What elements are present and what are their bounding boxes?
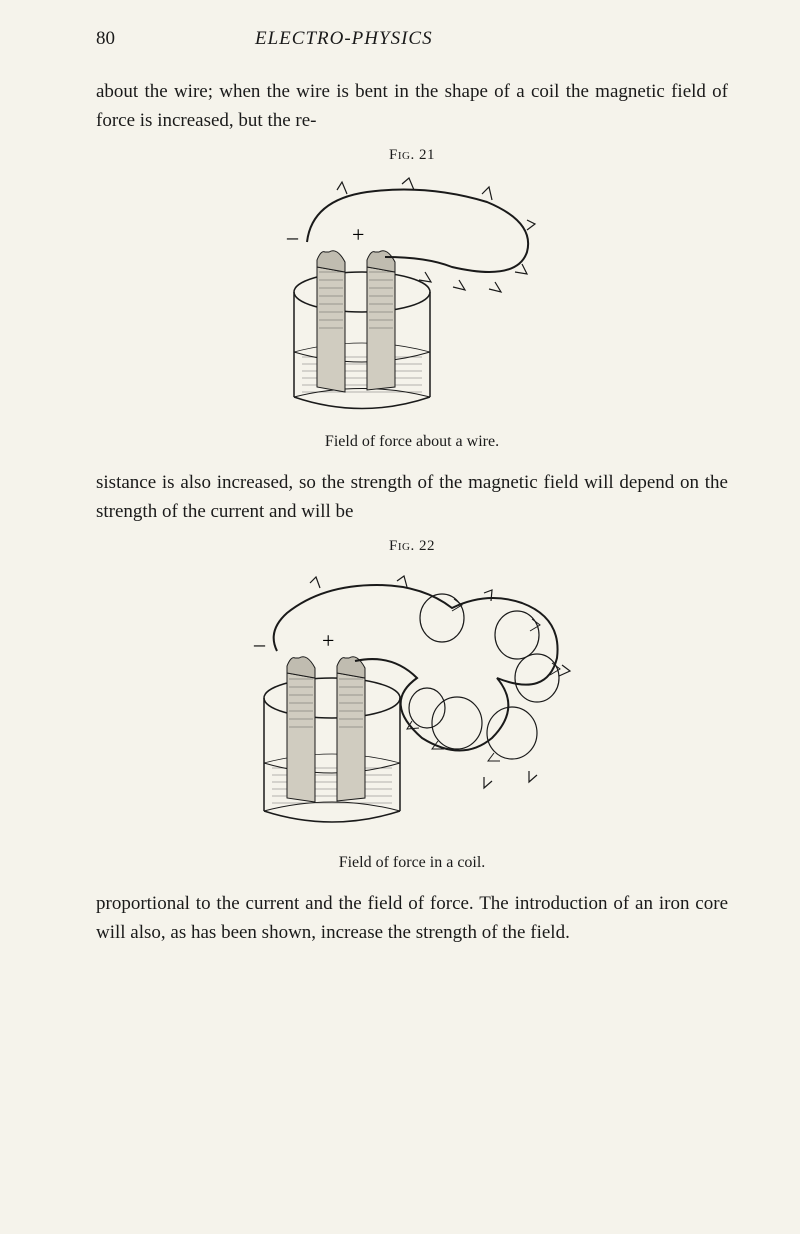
figure-21-container: – +: [96, 172, 728, 427]
svg-text:–: –: [253, 631, 266, 656]
paragraph-3: proportional to the current and the fiel…: [96, 890, 728, 947]
svg-text:+: +: [322, 628, 334, 653]
svg-text:–: –: [286, 224, 299, 249]
figure-21-caption: Field of force about a wire.: [96, 433, 728, 451]
svg-text:+: +: [352, 222, 364, 247]
figure-21-label: Fig. 21: [96, 147, 728, 164]
figure-21-svg: – +: [257, 172, 567, 422]
book-title: ELECTRO-PHYSICS: [255, 28, 433, 50]
page-content: 80 ELECTRO-PHYSICS about the wire; when …: [0, 0, 800, 999]
page-number: 80: [96, 28, 115, 50]
figure-22-svg: – +: [232, 563, 592, 843]
figure-22-caption: Field of force in a coil.: [96, 854, 728, 872]
paragraph-2: sistance is also increased, so the stren…: [96, 469, 728, 526]
paragraph-1: about the wire; when the wire is bent in…: [96, 78, 728, 135]
page-header: 80 ELECTRO-PHYSICS: [96, 28, 728, 50]
figure-22-container: – +: [96, 563, 728, 848]
figure-22-label: Fig. 22: [96, 538, 728, 555]
